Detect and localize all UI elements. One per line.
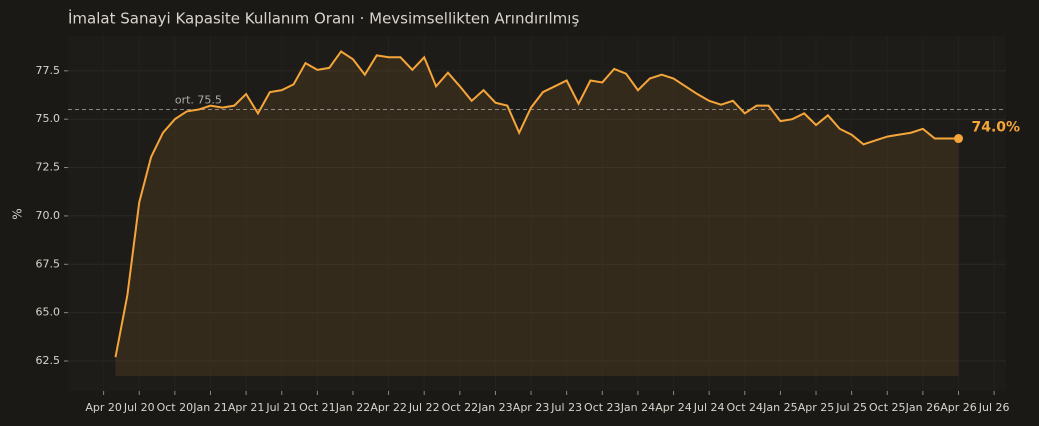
x-tick-label: Jul 20	[123, 401, 155, 414]
x-tick-label: Jul 26	[978, 401, 1010, 414]
end-point	[954, 134, 964, 144]
x-tick-label: Apr 26	[940, 401, 977, 414]
x-tick-label: Apr 25	[798, 401, 835, 414]
end-label: 74.0%	[972, 120, 1021, 136]
x-tick-label: Jan 21	[192, 401, 227, 414]
line	[114, 50, 959, 358]
x-tick-label: Oct 22	[442, 401, 479, 414]
y-tick-label: 67.5	[36, 257, 61, 270]
x-tick-label: Oct 25	[869, 401, 906, 414]
x-tick-label: Oct 20	[157, 401, 194, 414]
y-tick-label: 72.5	[36, 161, 61, 174]
chart-title: İmalat Sanayi Kapasite Kullanım Oranı · …	[68, 9, 579, 28]
x-tick-label: Jan 22	[335, 401, 370, 414]
x-tick-label: Jul 25	[835, 401, 867, 414]
x-tick-label: Jul 24	[693, 401, 725, 414]
x-tick-label: Apr 21	[228, 401, 265, 414]
x-tick-label: Jan 23	[477, 401, 512, 414]
x-tick-label: Apr 22	[370, 401, 407, 414]
x-tick-label: Oct 24	[727, 401, 764, 414]
x-tick-label: Jan 25	[762, 401, 797, 414]
x-tick-label: Apr 23	[513, 401, 550, 414]
y-tick-label: 75.0	[36, 112, 61, 125]
y-tick-label: 77.5	[36, 64, 61, 77]
x-tick-label: Apr 24	[655, 401, 692, 414]
x-tick-label: Jan 26	[905, 401, 940, 414]
mean-label: ort. 75.5	[175, 94, 222, 107]
x-tick-label: Jul 23	[550, 401, 582, 414]
plot-area	[68, 36, 1006, 391]
y-tick-label: 70.0	[36, 209, 61, 222]
y-tick-label: 65.0	[36, 306, 61, 319]
y-tick-label: 62.5	[36, 354, 61, 367]
x-tick-label: Oct 21	[299, 401, 336, 414]
x-tick-label: Jan 24	[620, 401, 655, 414]
y-axis-label: %	[11, 208, 25, 219]
x-tick-label: Jul 21	[265, 401, 297, 414]
x-tick-label: Jul 22	[408, 401, 440, 414]
x-tick-label: Apr 20	[85, 401, 122, 414]
area-fill	[115, 51, 959, 377]
x-tick-label: Oct 23	[584, 401, 621, 414]
